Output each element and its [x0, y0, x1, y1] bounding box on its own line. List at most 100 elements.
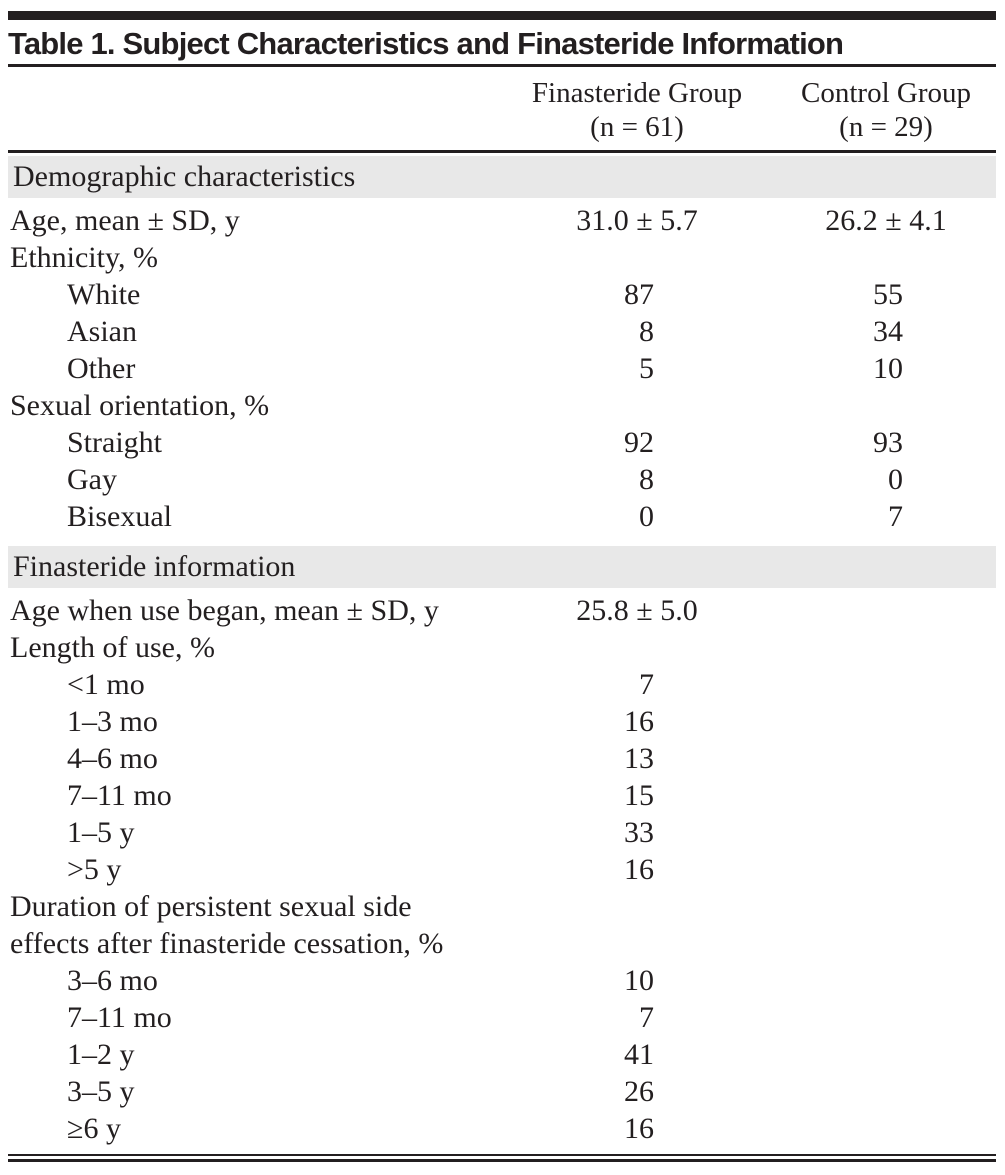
- cell-value: 15: [624, 779, 654, 812]
- table-row: 1–5 y 33: [8, 814, 996, 851]
- value-cell-control: [776, 814, 996, 851]
- table-row: Sexual orientation, %: [8, 387, 996, 424]
- table-row: Asian 8 34: [8, 313, 996, 350]
- value-cell-finasteride: [498, 629, 776, 666]
- cell-value: 16: [624, 1112, 654, 1145]
- row-label: 7–11 mo: [67, 1001, 172, 1034]
- value-cell-finasteride: 8: [498, 461, 776, 498]
- table-row: 3–6 mo 10: [8, 962, 996, 999]
- cell-value: 33: [624, 816, 654, 849]
- section-rows: Age, mean ± SD, y 31.0 ± 5.7 26.2 ± 4.1 Eth…: [8, 198, 996, 535]
- cell-value: 55: [873, 278, 903, 311]
- value-cell-control: [776, 1036, 996, 1073]
- column-header-finasteride-group: Finasteride Group (n = 61): [498, 76, 776, 144]
- value-cell-control: [776, 666, 996, 703]
- cell-value: 0: [888, 463, 903, 496]
- value-cell-control: 93: [776, 424, 996, 461]
- table-row: 1–3 mo 16: [8, 703, 996, 740]
- value-cell-finasteride: 16: [498, 703, 776, 740]
- cell-value: 93: [873, 426, 903, 459]
- value-cell-finasteride: 26: [498, 1073, 776, 1110]
- table-row: Length of use, %: [8, 629, 996, 666]
- column-header-control-group: Control Group (n = 29): [776, 76, 996, 144]
- value-cell-finasteride: 16: [498, 851, 776, 888]
- cell-value: 26: [624, 1075, 654, 1108]
- cell-value: 26.2 ± 4.1: [825, 204, 947, 237]
- cell-value: 34: [873, 315, 903, 348]
- table-row: White 87 55: [8, 276, 996, 313]
- value-cell-control: [776, 239, 996, 276]
- row-label: Ethnicity, %: [10, 241, 159, 274]
- row-label: 3–5 y: [67, 1075, 135, 1108]
- cell-value: 5: [639, 352, 654, 385]
- row-label: Asian: [67, 315, 137, 348]
- top-thick-rule: [8, 11, 996, 20]
- cell-value: 7: [888, 500, 903, 533]
- cell-value: 7: [639, 668, 654, 701]
- cell-value: 7: [639, 1001, 654, 1034]
- row-label: Length of use, %: [10, 631, 215, 664]
- table-row: Straight 92 93: [8, 424, 996, 461]
- cell-value: 92: [624, 426, 654, 459]
- header-separator-rule: [8, 150, 996, 153]
- cell-value: 8: [639, 315, 654, 348]
- value-cell-control: [776, 629, 996, 666]
- value-cell-control: 10: [776, 350, 996, 387]
- table-row: ≥6 y 16: [8, 1110, 996, 1147]
- value-cell-finasteride: 7: [498, 666, 776, 703]
- value-cell-finasteride: [498, 888, 776, 962]
- value-cell-finasteride: 5: [498, 350, 776, 387]
- value-cell-finasteride: 87: [498, 276, 776, 313]
- value-cell-finasteride: [498, 239, 776, 276]
- value-cell-finasteride: 7: [498, 999, 776, 1036]
- row-label: Other: [67, 352, 136, 385]
- value-cell-finasteride: 92: [498, 424, 776, 461]
- value-cell-control: [776, 1110, 996, 1147]
- row-label: 7–11 mo: [67, 779, 172, 812]
- cell-value: 10: [873, 352, 903, 385]
- value-cell-finasteride: 41: [498, 1036, 776, 1073]
- table-row: 7–11 mo 7: [8, 999, 996, 1036]
- row-label: 4–6 mo: [67, 742, 158, 775]
- table-title: Table 1. Subject Characteristics and Fin…: [8, 26, 844, 61]
- cell-value: 16: [624, 853, 654, 886]
- row-label: Age, mean ± SD, y: [10, 204, 240, 237]
- table-row: 3–5 y 26: [8, 1073, 996, 1110]
- cell-value: 87: [624, 278, 654, 311]
- bottom-double-rule: [8, 1154, 996, 1162]
- value-cell-control: [776, 851, 996, 888]
- table-row: <1 mo 7: [8, 666, 996, 703]
- cell-value: 25.8 ± 5.0: [576, 594, 698, 627]
- row-label: ≥6 y: [67, 1112, 121, 1145]
- cell-value: 8: [639, 463, 654, 496]
- table-row: Age when use began, mean ± SD, y 25.8 ± 5…: [8, 592, 996, 629]
- value-cell-finasteride: 10: [498, 962, 776, 999]
- value-cell-finasteride: 33: [498, 814, 776, 851]
- column-header-row: Finasteride Group (n = 61) Control Group…: [8, 67, 996, 150]
- row-label: Duration of persistent sexual side effec…: [10, 890, 444, 960]
- row-label: Straight: [67, 426, 162, 459]
- value-cell-finasteride: 25.8 ± 5.0: [498, 592, 776, 629]
- table-row: Age, mean ± SD, y 31.0 ± 5.7 26.2 ± 4.1: [8, 202, 996, 239]
- section-rows: Age when use began, mean ± SD, y 25.8 ± 5…: [8, 588, 996, 1147]
- value-cell-control: [776, 387, 996, 424]
- value-cell-finasteride: [498, 387, 776, 424]
- table-row: Ethnicity, %: [8, 239, 996, 276]
- row-label: 1–2 y: [67, 1038, 135, 1071]
- table-body: Demographic characteristics Age, mean ± S…: [8, 156, 996, 1147]
- row-label: Age when use began, mean ± SD, y: [10, 594, 439, 627]
- value-cell-finasteride: 31.0 ± 5.7: [498, 202, 776, 239]
- value-cell-control: [776, 1073, 996, 1110]
- title-underline-rule: [8, 64, 996, 67]
- value-cell-finasteride: 0: [498, 498, 776, 535]
- row-label: 3–6 mo: [67, 964, 158, 997]
- value-cell-control: [776, 703, 996, 740]
- value-cell-finasteride: 15: [498, 777, 776, 814]
- row-label: Sexual orientation, %: [10, 389, 270, 422]
- value-cell-control: [776, 962, 996, 999]
- section-header-band: Demographic characteristics: [8, 156, 996, 198]
- column-header-spacer: [8, 76, 498, 144]
- value-cell-control: 34: [776, 313, 996, 350]
- row-label: <1 mo: [67, 668, 145, 701]
- value-cell-control: [776, 777, 996, 814]
